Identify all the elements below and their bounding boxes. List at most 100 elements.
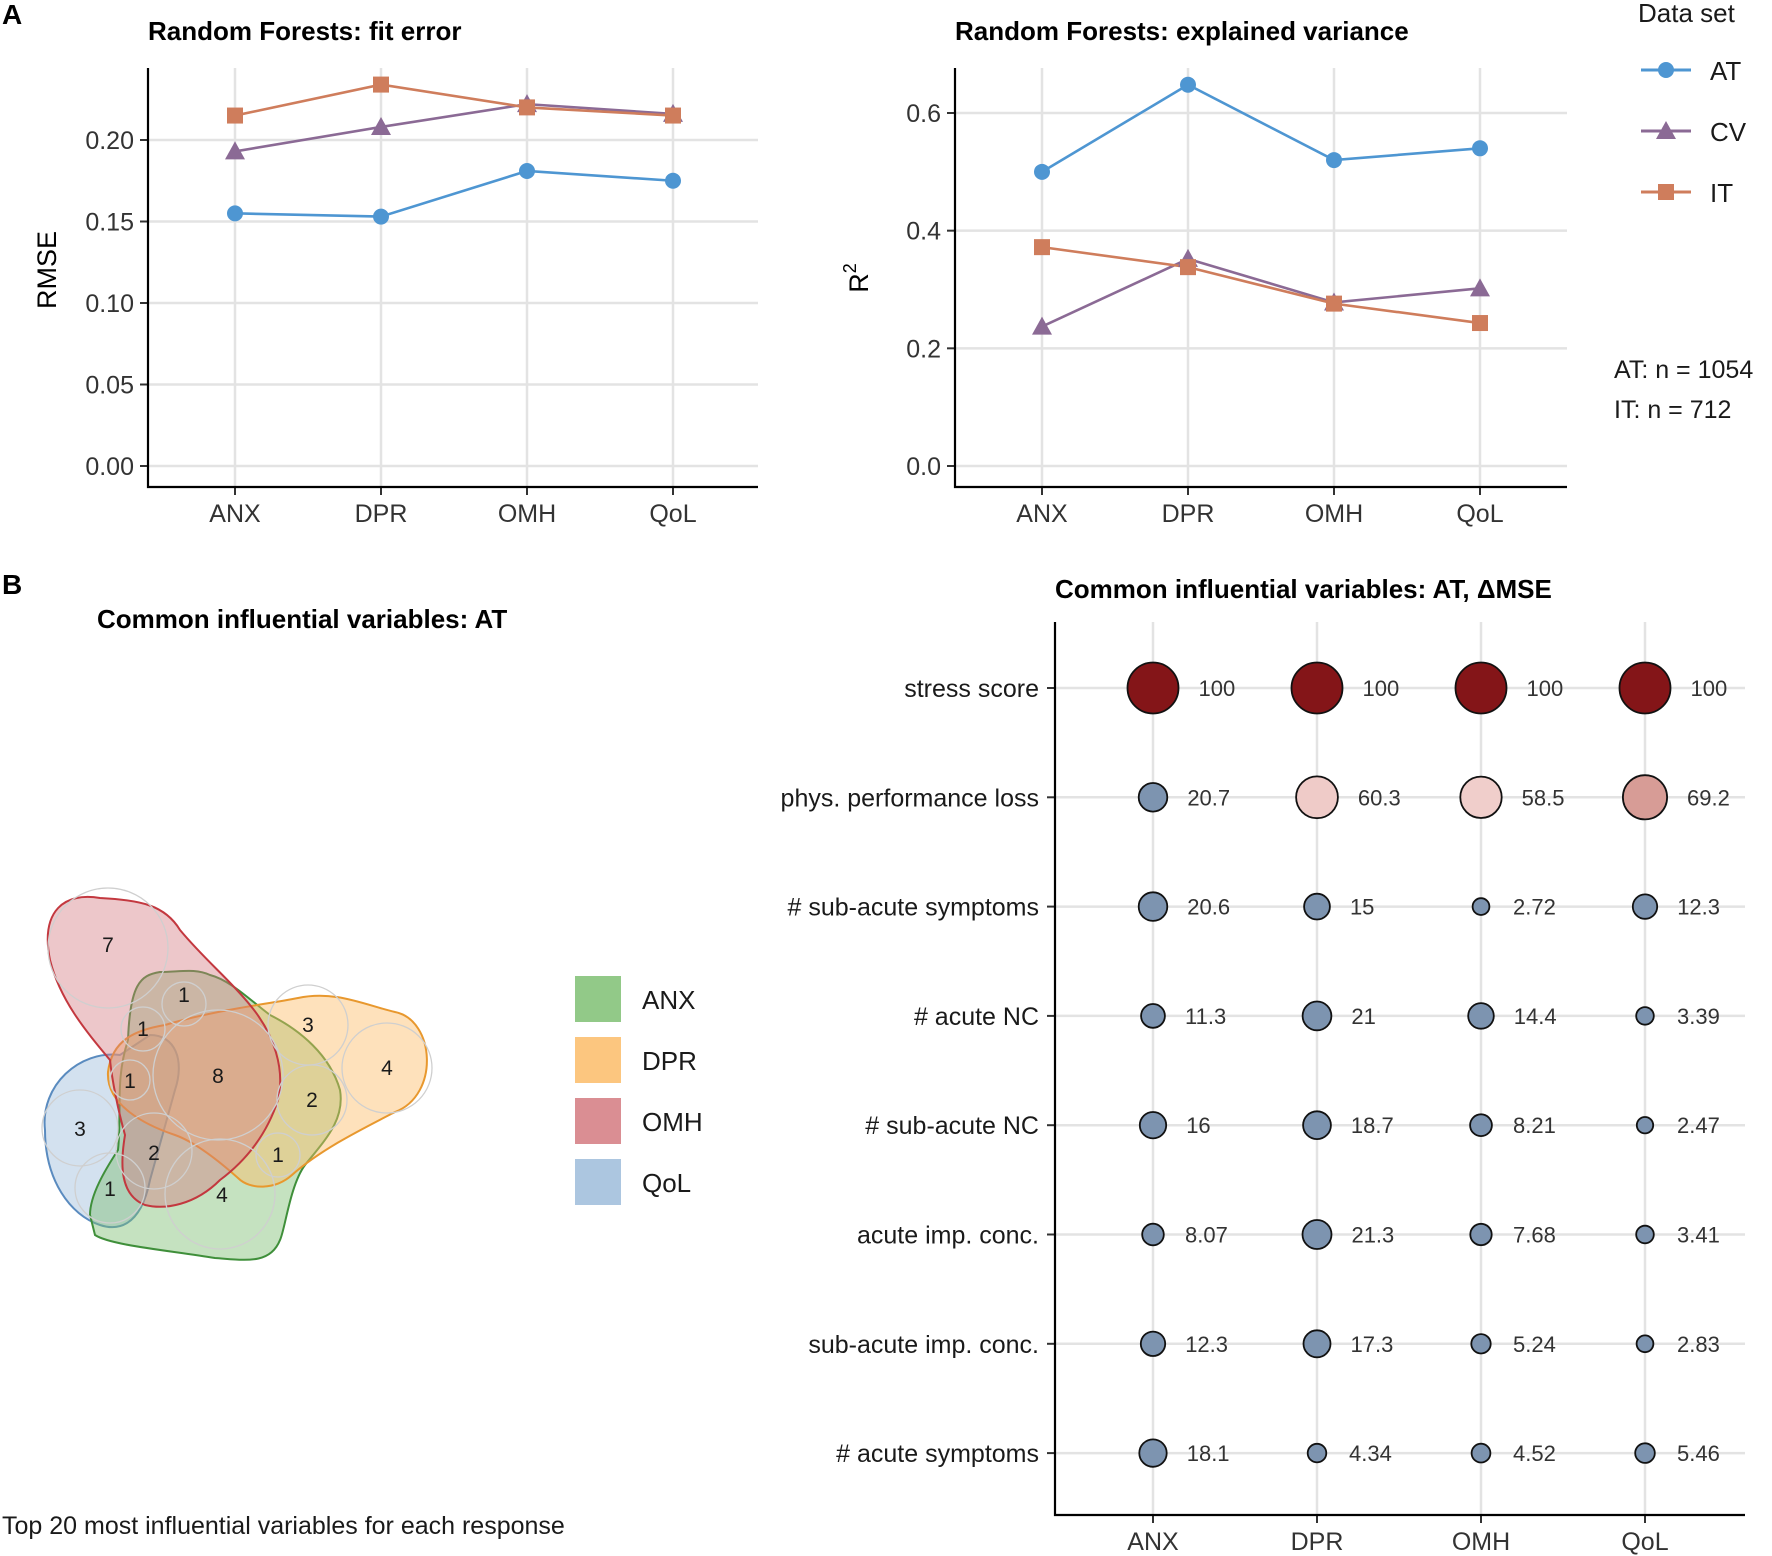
rmse-point-AT: [227, 205, 243, 222]
bubble-row-label: stress score: [904, 675, 1039, 703]
bubble-xtick-label: QoL: [1621, 1528, 1668, 1556]
venn-region-count: 4: [381, 1057, 393, 1080]
r2-point-AT: [1472, 140, 1488, 157]
bubble-point: [1126, 661, 1180, 715]
dataset-legend: Data set AT CV IT: [1638, 0, 1747, 208]
bubble-point: [1634, 1442, 1656, 1464]
bubble-point: [1140, 1003, 1166, 1029]
rmse-point-AT: [519, 162, 535, 179]
r2-series-line-AT: [1041, 83, 1481, 173]
bubble-point: [1470, 1333, 1492, 1355]
venn-region-count: 2: [306, 1089, 318, 1112]
venn-region-count: 4: [216, 1184, 228, 1207]
bubble-point: [1306, 1442, 1328, 1464]
rmse-xtick-label: OMH: [498, 500, 556, 528]
venn-chart: Common influential variables: AT 7 1 1 3 4 1 8…: [2, 604, 565, 1540]
bubble-point: [1303, 892, 1331, 921]
venn-legend-swatch-DPR: [575, 1037, 621, 1083]
venn-legend-label-QoL: QoL: [642, 1168, 691, 1198]
venn-region-count: 1: [104, 1178, 116, 1201]
bubble-xtick-label: OMH: [1452, 1528, 1510, 1556]
rmse-point-AT: [665, 172, 681, 189]
dataset-legend-label-CV: CV: [1710, 117, 1747, 147]
rmse-chart: Random Forests: fit error RMSE 0.00 0.05 0…: [32, 16, 758, 528]
bubble-value-label: 7.68: [1513, 1223, 1556, 1248]
bubble-point: [1454, 661, 1508, 715]
venn-region-count: 3: [74, 1118, 86, 1141]
rmse-ytick-label: 0.00: [85, 453, 134, 481]
r2-point-CV: [1470, 278, 1490, 297]
bubble-point: [1290, 661, 1344, 715]
bubble-point: [1301, 1219, 1333, 1250]
bubble-value-label: 17.3: [1351, 1332, 1394, 1357]
bubble-point: [1137, 891, 1169, 922]
venn-legend-swatch-QoL: [575, 1159, 621, 1205]
bubble-value-label: 12.3: [1185, 1332, 1228, 1357]
bubble-point: [1635, 1334, 1655, 1354]
bubble-xtick-label: DPR: [1291, 1528, 1344, 1556]
r2-ytick-label: 0.2: [906, 335, 941, 363]
r2-axes: [953, 68, 1567, 489]
bubble-value-label: 20.7: [1187, 785, 1230, 810]
r2-ytick-label: 0.6: [906, 100, 941, 128]
bubble-point: [1467, 1002, 1495, 1030]
venn-chart-title: Common influential variables: AT: [97, 604, 507, 634]
venn-legend: ANX DPR OMH QoL: [575, 976, 703, 1205]
bubble-point: [1137, 782, 1169, 813]
r2-xtick-label: DPR: [1162, 500, 1215, 528]
venn-region-count: 1: [137, 1018, 149, 1041]
bubble-point: [1302, 1329, 1332, 1359]
bubble-row-label: # acute NC: [914, 1003, 1039, 1031]
rmse-series-line-AT: [234, 169, 674, 218]
dataset-legend-marker-IT: [1658, 184, 1674, 200]
venn-legend-swatch-ANX: [575, 976, 621, 1022]
bubble-point: [1469, 1222, 1493, 1247]
bubble-value-label: 5.46: [1677, 1441, 1720, 1466]
venn-legend-label-OMH: OMH: [642, 1107, 703, 1137]
r2-point-AT: [1034, 163, 1050, 180]
bubble-row-label: # sub-acute NC: [865, 1112, 1039, 1140]
venn-legend-label-ANX: ANX: [642, 985, 695, 1015]
bubble-value-label: 69.2: [1687, 785, 1730, 810]
r2-point-IT: [1180, 259, 1196, 276]
rmse-point-IT: [665, 107, 681, 124]
venn-region-count: 1: [272, 1144, 284, 1167]
bubble-chart-title: Common influential variables: AT, ΔMSE: [1055, 574, 1552, 604]
bubble-value-label: 2.47: [1677, 1113, 1720, 1138]
venn-omh-region: [46, 895, 282, 1208]
r2-point-CV: [1032, 316, 1052, 335]
dataset-legend-marker-AT: [1658, 62, 1674, 78]
bubble-row-label: # acute symptoms: [836, 1440, 1039, 1468]
venn-region-count: 1: [178, 984, 190, 1007]
r2-y-label-main: R: [844, 273, 874, 293]
venn-region-count: 1: [124, 1070, 136, 1093]
bubble-value-label: 3.39: [1677, 1004, 1720, 1029]
bubble-point: [1471, 897, 1491, 916]
bubble-value-label: 15: [1350, 895, 1374, 920]
bubble-value-label: 8.21: [1513, 1113, 1556, 1138]
rmse-point-IT: [227, 107, 243, 124]
bubble-point: [1469, 1113, 1493, 1137]
bubble-value-label: 18.1: [1187, 1441, 1230, 1466]
bubble-point: [1631, 893, 1659, 920]
bubble-axes: [1053, 622, 1745, 1517]
bubble-value-label: 21.3: [1351, 1223, 1394, 1248]
r2-chart: Random Forests: explained variance R2 0.…: [840, 16, 1567, 528]
bubble-row-label: acute imp. conc.: [857, 1222, 1039, 1250]
bubble-point: [1138, 1111, 1168, 1140]
dataset-legend-marker-CV: [1656, 121, 1676, 139]
rmse-point-IT: [373, 76, 389, 93]
venn-region-count: 3: [302, 1014, 314, 1037]
r2-y-axis-label: R2: [840, 263, 874, 293]
r2-y-label-sup: 2: [840, 263, 860, 273]
rmse-chart-title: Random Forests: fit error: [148, 16, 462, 46]
r2-xtick-label: QoL: [1456, 500, 1503, 528]
rmse-point-IT: [519, 99, 535, 116]
venn-dpr-region: [106, 994, 428, 1188]
bubble-value-label: 3.41: [1677, 1223, 1720, 1248]
bubble-value-label: 8.07: [1185, 1223, 1228, 1248]
bubble-point: [1295, 775, 1339, 820]
bubble-point: [1635, 1224, 1655, 1245]
r2-series-line-CV: [1041, 257, 1481, 328]
